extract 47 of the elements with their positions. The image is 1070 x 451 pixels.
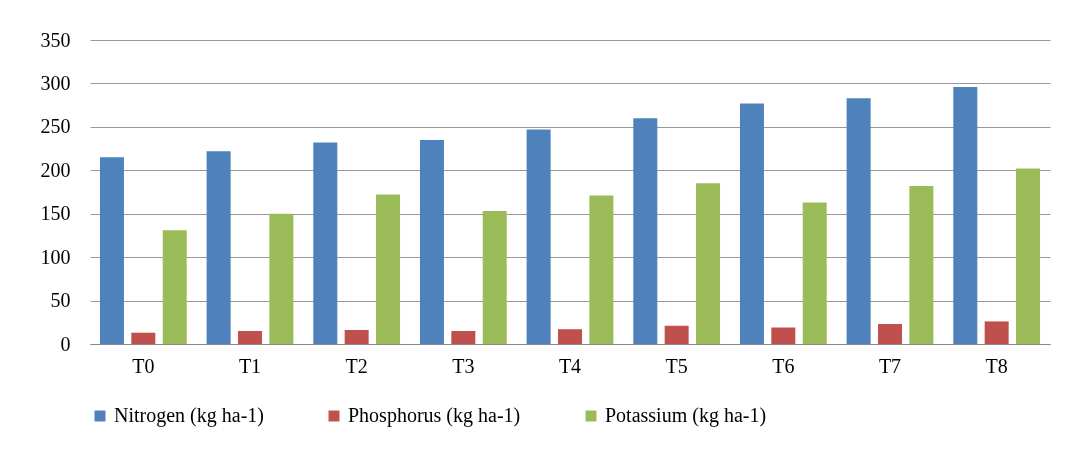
x-tick-label: T4 [558, 354, 582, 377]
bar [1016, 168, 1041, 344]
bar [99, 157, 124, 344]
y-tick-label: 300 [40, 71, 71, 94]
bar [984, 321, 1009, 344]
bar [451, 330, 476, 344]
bar [162, 230, 187, 344]
y-tick-label: 250 [40, 115, 71, 138]
bar [482, 211, 507, 344]
x-tick-label: T0 [132, 354, 155, 377]
bar [558, 329, 582, 344]
legend-label: Nitrogen (kg ha-1) [114, 404, 264, 427]
x-tick-label: T8 [985, 354, 1008, 377]
bar [344, 330, 369, 344]
y-tick-label: 150 [40, 202, 71, 225]
bar [696, 183, 721, 344]
bar [419, 139, 444, 344]
x-tick-label: T2 [345, 354, 368, 377]
bar [526, 129, 551, 344]
bar [846, 98, 871, 344]
bar [802, 202, 827, 344]
bar [953, 86, 978, 344]
bar [131, 332, 156, 344]
bar [238, 330, 262, 344]
x-tick-label: T5 [665, 354, 688, 377]
y-tick-label: 100 [40, 245, 71, 268]
bar [589, 195, 614, 344]
y-tick-label: 350 [40, 28, 71, 51]
y-tick-label: 200 [40, 158, 71, 181]
legend-label: Phosphorus (kg ha-1) [348, 404, 521, 427]
bar [633, 118, 658, 344]
bar [739, 103, 764, 344]
bar [206, 151, 231, 344]
x-tick-label: T6 [772, 354, 795, 377]
bar [376, 194, 401, 344]
legend-label: Potassium (kg ha-1) [605, 404, 767, 427]
bar [771, 327, 796, 344]
bar [878, 324, 902, 344]
bar [909, 185, 934, 344]
bar [269, 213, 294, 344]
x-tick-label: T3 [452, 354, 475, 377]
y-tick-label: 0 [60, 332, 71, 355]
x-tick-label: T7 [878, 354, 902, 377]
x-tick-label: T1 [238, 354, 262, 377]
bar [664, 325, 689, 344]
bar [313, 142, 338, 344]
y-tick-label: 50 [50, 289, 71, 312]
